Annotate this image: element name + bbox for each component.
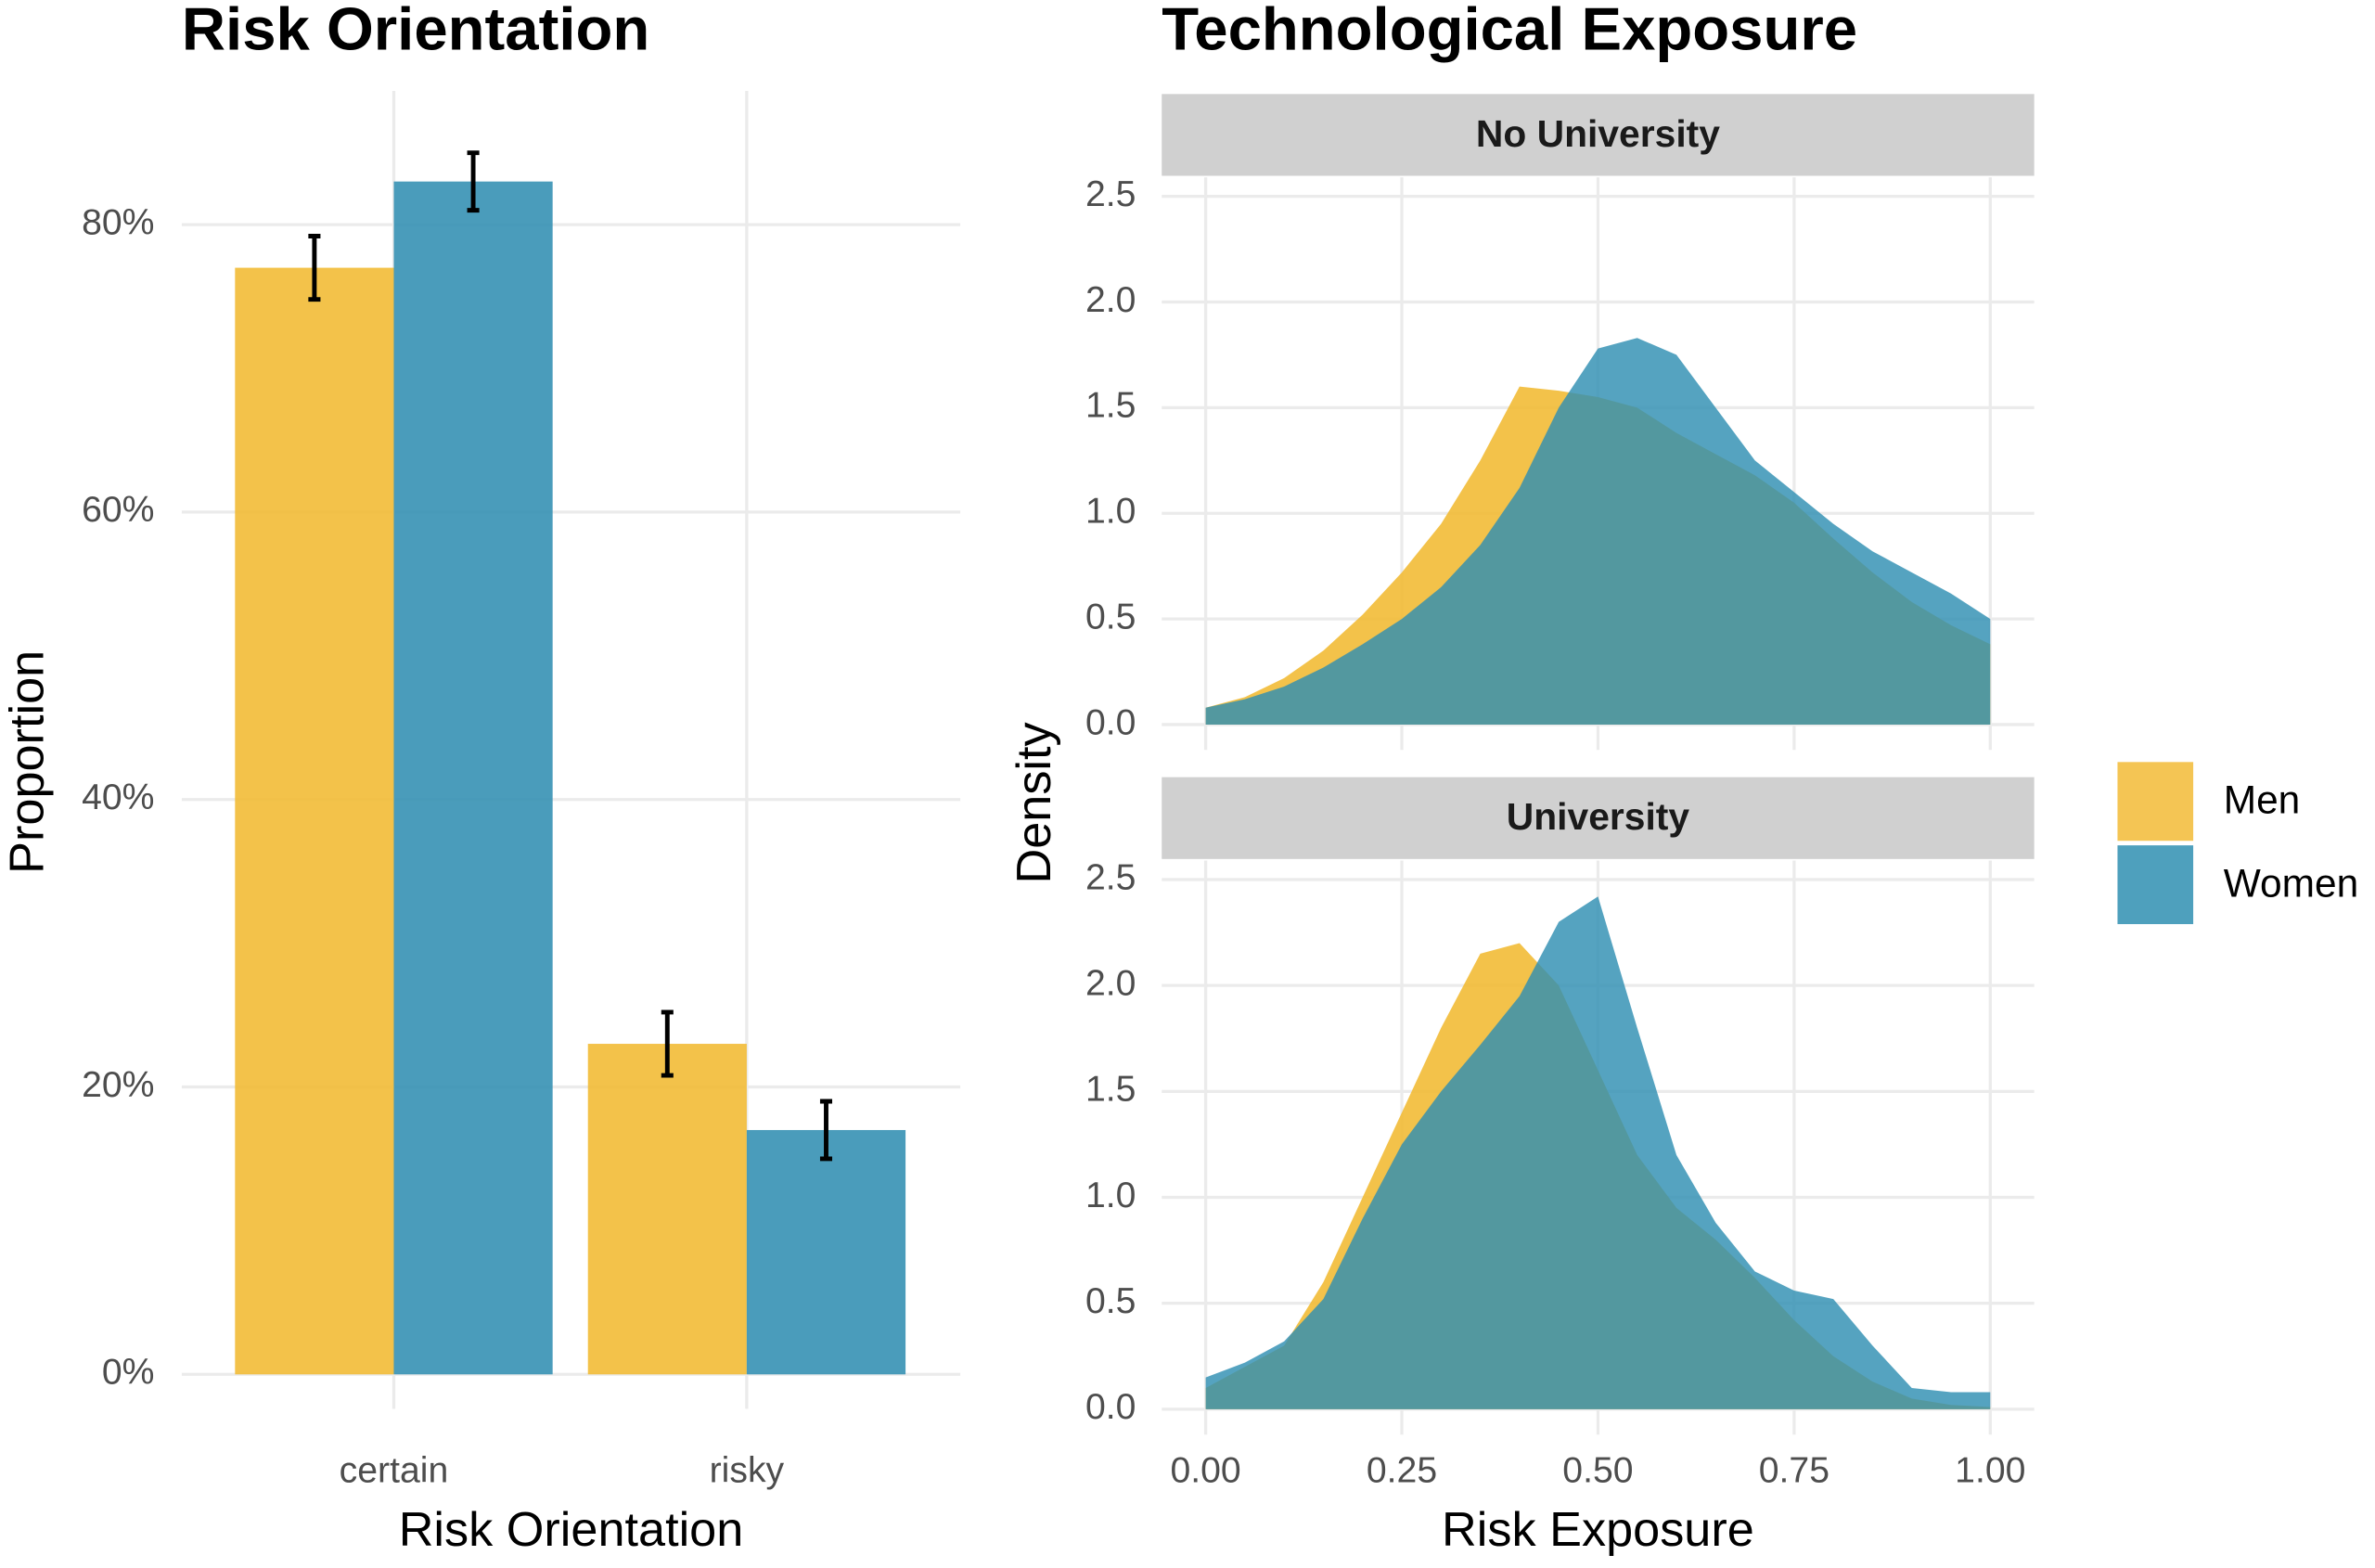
y-tick-label: 0.0 xyxy=(1085,1387,1136,1427)
y-tick-label: 0.5 xyxy=(1085,597,1136,636)
x-tick-label: certain xyxy=(340,1450,449,1490)
y-tick-label: 1.0 xyxy=(1085,492,1136,532)
x-tick-label: 0.25 xyxy=(1367,1450,1437,1490)
y-tick-label: 2.0 xyxy=(1085,280,1136,320)
y-tick-label: 0.5 xyxy=(1085,1281,1136,1321)
x-axis-title: Risk Orientation xyxy=(399,1503,744,1557)
facet-title: No University xyxy=(1476,112,1720,155)
error-bar xyxy=(467,150,480,213)
chart-title: Technological Exposure xyxy=(1162,0,1857,62)
x-tick-label: 0.75 xyxy=(1759,1450,1829,1490)
x-tick-label: 1.00 xyxy=(1955,1450,2025,1490)
error-bar xyxy=(819,1099,833,1162)
y-tick-label: 20% xyxy=(82,1065,154,1105)
y-tick-label: 0.0 xyxy=(1085,702,1136,742)
legend-label: Women xyxy=(2224,861,2358,905)
x-axis-title: Risk Exposure xyxy=(1442,1503,1754,1557)
density-area xyxy=(1205,896,1991,1409)
x-tick-label: 0.00 xyxy=(1170,1450,1240,1490)
y-axis-title: Proportion xyxy=(0,650,54,874)
error-bar xyxy=(661,1009,674,1078)
bar xyxy=(393,181,553,1375)
facet-strip xyxy=(1162,777,2035,859)
density-area xyxy=(1205,338,1991,725)
facet-strip xyxy=(1162,94,2035,176)
chart-title: Risk Orientation xyxy=(182,0,649,62)
x-tick-label: risky xyxy=(710,1450,785,1490)
y-tick-label: 1.5 xyxy=(1085,386,1136,426)
facet-title: University xyxy=(1507,795,1690,838)
y-axis-title: Density xyxy=(1008,721,1061,883)
y-tick-label: 2.5 xyxy=(1085,174,1136,214)
legend-swatch xyxy=(2117,845,2194,925)
legend-label: Men xyxy=(2224,778,2301,822)
error-bar xyxy=(308,234,321,302)
y-tick-label: 40% xyxy=(82,778,154,817)
y-tick-label: 80% xyxy=(82,202,154,242)
x-tick-label: 0.50 xyxy=(1562,1450,1633,1490)
bar xyxy=(587,1044,747,1375)
y-tick-label: 2.5 xyxy=(1085,857,1136,897)
bar xyxy=(746,1129,906,1375)
bar xyxy=(235,267,394,1375)
y-tick-label: 2.0 xyxy=(1085,964,1136,1004)
y-tick-label: 1.5 xyxy=(1085,1070,1136,1110)
legend-swatch xyxy=(2117,762,2194,842)
y-tick-label: 0% xyxy=(102,1353,155,1393)
y-tick-label: 1.0 xyxy=(1085,1176,1136,1215)
y-tick-label: 60% xyxy=(82,490,154,530)
